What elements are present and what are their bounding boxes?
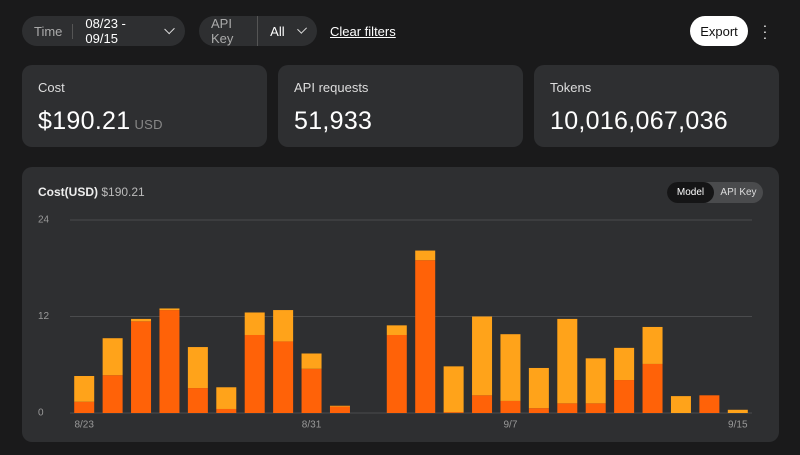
bar xyxy=(244,334,265,413)
x-tick-label: 9/15 xyxy=(728,420,748,431)
x-tick-label: 9/7 xyxy=(504,420,518,431)
clear-filters[interactable]: Clear filters xyxy=(330,24,396,39)
bar xyxy=(557,403,578,413)
card: Cost $190.21 USD xyxy=(22,65,267,147)
bar xyxy=(187,388,208,413)
export-button[interactable]: Export xyxy=(690,16,748,46)
bar xyxy=(301,353,322,369)
card: Tokens 10,016,067,036 xyxy=(534,65,779,147)
chart-heading: Cost(USD) $190.21 xyxy=(38,185,145,199)
card-label: API requests xyxy=(294,80,369,95)
bar xyxy=(386,334,407,413)
time-value: 08/23 - 09/15 xyxy=(85,16,126,46)
y-tick-label: 24 xyxy=(38,215,50,226)
bar xyxy=(131,321,152,413)
bar xyxy=(528,408,549,413)
time-filter[interactable]: Time 08/23 - 09/15 xyxy=(22,16,185,46)
key-value: All xyxy=(270,23,285,39)
bar xyxy=(187,347,208,389)
bar xyxy=(557,318,578,404)
bar xyxy=(329,405,350,407)
bar xyxy=(74,401,95,413)
card-value: 10,016,067,036 xyxy=(550,107,728,135)
card-value: $190.21 USD xyxy=(38,107,251,136)
toggle: Model API Key xyxy=(667,182,763,203)
card-unit: USD xyxy=(134,117,163,132)
bar xyxy=(102,338,123,376)
bar xyxy=(727,409,748,413)
bar xyxy=(472,316,493,396)
chart-subtitle: $190.21 xyxy=(101,185,145,199)
bar xyxy=(159,308,180,311)
card-label: Tokens xyxy=(550,80,592,95)
bar xyxy=(443,412,464,413)
bar xyxy=(670,396,691,413)
y-tick-label: 0 xyxy=(38,408,44,419)
bar xyxy=(216,387,237,409)
bar xyxy=(74,376,95,402)
card-number: $190.21 xyxy=(38,107,131,135)
bar xyxy=(102,375,123,413)
bar xyxy=(500,400,521,413)
key-label: API Key xyxy=(211,16,259,46)
bar xyxy=(500,334,521,401)
card-label: Cost xyxy=(38,80,65,95)
more-menu[interactable]: · · · xyxy=(762,17,768,45)
bar xyxy=(273,341,294,413)
x-tick-label: 8/31 xyxy=(302,420,322,431)
bar xyxy=(273,310,294,342)
x-tick-label: 8/23 xyxy=(74,420,94,431)
bar xyxy=(699,395,720,413)
bar xyxy=(244,312,265,335)
bar xyxy=(642,326,663,364)
bar xyxy=(216,408,237,413)
bar xyxy=(415,260,436,413)
card-value: 51,933 xyxy=(294,107,373,135)
bar xyxy=(329,406,350,413)
time-label: Time xyxy=(34,23,74,39)
bar xyxy=(472,395,493,413)
bar xyxy=(301,368,322,413)
bar xyxy=(386,325,407,335)
card: API requests 51,933 xyxy=(278,65,523,147)
bar xyxy=(614,380,635,413)
toggle-option[interactable]: Model xyxy=(667,182,714,203)
bar xyxy=(415,250,436,261)
chart-title: Cost(USD) xyxy=(38,185,98,199)
bar xyxy=(528,367,549,409)
toggle-option[interactable]: API Key xyxy=(720,187,757,198)
key-filter[interactable]: API Key All xyxy=(199,16,317,46)
y-tick-label: 12 xyxy=(38,311,50,322)
bar xyxy=(131,318,152,322)
bar xyxy=(159,310,180,413)
bar xyxy=(642,363,663,413)
bar xyxy=(443,366,464,413)
bar xyxy=(585,403,606,413)
bar xyxy=(614,347,635,381)
bar xyxy=(585,358,606,404)
